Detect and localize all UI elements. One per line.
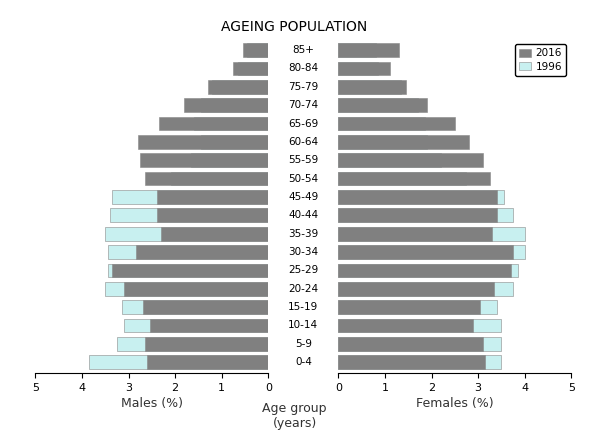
- Bar: [112, 263, 269, 277]
- Bar: [338, 190, 497, 204]
- Bar: [105, 227, 269, 240]
- Bar: [338, 208, 497, 222]
- Text: 35-39: 35-39: [288, 229, 319, 239]
- Bar: [147, 355, 269, 369]
- Bar: [161, 227, 269, 240]
- Bar: [145, 172, 269, 185]
- X-axis label: Females (%): Females (%): [416, 397, 494, 410]
- Bar: [201, 98, 269, 112]
- Bar: [338, 98, 427, 112]
- Bar: [157, 190, 269, 204]
- Bar: [338, 153, 483, 167]
- Bar: [208, 80, 269, 94]
- Bar: [112, 190, 269, 204]
- Text: 75-79: 75-79: [288, 82, 319, 92]
- Bar: [338, 135, 469, 149]
- Bar: [338, 117, 455, 130]
- Bar: [338, 43, 376, 57]
- Bar: [338, 117, 425, 130]
- Bar: [338, 172, 466, 185]
- Bar: [338, 190, 504, 204]
- Bar: [338, 319, 474, 332]
- Bar: [191, 153, 269, 167]
- Bar: [338, 319, 501, 332]
- Bar: [338, 80, 401, 94]
- Bar: [121, 300, 269, 314]
- Bar: [338, 172, 490, 185]
- Bar: [108, 263, 269, 277]
- Bar: [338, 282, 513, 296]
- X-axis label: Males (%): Males (%): [121, 397, 183, 410]
- Bar: [338, 337, 501, 351]
- Bar: [150, 319, 269, 332]
- Bar: [238, 62, 269, 76]
- Text: 15-19: 15-19: [288, 302, 319, 312]
- Bar: [338, 227, 525, 240]
- Bar: [135, 245, 269, 259]
- Bar: [159, 117, 269, 130]
- Text: 50-54: 50-54: [288, 174, 319, 184]
- Bar: [89, 355, 269, 369]
- Bar: [338, 263, 511, 277]
- Bar: [110, 208, 269, 222]
- Text: AGEING POPULATION: AGEING POPULATION: [221, 20, 368, 33]
- Text: 25-29: 25-29: [288, 266, 319, 276]
- Text: 65-69: 65-69: [288, 118, 319, 128]
- Bar: [338, 300, 497, 314]
- Text: 5-9: 5-9: [295, 339, 312, 349]
- Legend: 2016, 1996: 2016, 1996: [515, 44, 566, 76]
- Bar: [338, 282, 494, 296]
- Bar: [338, 98, 418, 112]
- Bar: [233, 62, 269, 76]
- Text: 70-74: 70-74: [288, 100, 319, 110]
- Bar: [338, 43, 399, 57]
- Bar: [338, 208, 513, 222]
- Bar: [247, 43, 269, 57]
- Bar: [243, 43, 269, 57]
- Bar: [105, 282, 269, 296]
- Bar: [338, 62, 389, 76]
- Bar: [338, 245, 525, 259]
- Bar: [140, 153, 269, 167]
- Bar: [338, 227, 492, 240]
- Bar: [338, 153, 441, 167]
- Bar: [338, 337, 483, 351]
- Bar: [338, 62, 378, 76]
- Bar: [338, 80, 406, 94]
- Text: 85+: 85+: [292, 45, 315, 55]
- Text: Age group
(years): Age group (years): [262, 401, 327, 430]
- Bar: [108, 245, 269, 259]
- Text: 55-59: 55-59: [288, 155, 319, 165]
- Text: 40-44: 40-44: [288, 210, 319, 220]
- Bar: [184, 98, 269, 112]
- Bar: [213, 80, 269, 94]
- Bar: [157, 208, 269, 222]
- Bar: [201, 135, 269, 149]
- Bar: [117, 337, 269, 351]
- Bar: [338, 135, 427, 149]
- Bar: [143, 300, 269, 314]
- Bar: [338, 263, 518, 277]
- Text: 80-84: 80-84: [288, 63, 319, 73]
- Bar: [145, 337, 269, 351]
- Bar: [194, 117, 269, 130]
- Bar: [124, 282, 269, 296]
- Bar: [124, 319, 269, 332]
- Text: 45-49: 45-49: [288, 192, 319, 202]
- Text: 0-4: 0-4: [295, 357, 312, 367]
- Bar: [338, 300, 481, 314]
- Text: 10-14: 10-14: [288, 320, 319, 331]
- Bar: [170, 172, 269, 185]
- Text: 60-64: 60-64: [288, 137, 319, 147]
- Text: 20-24: 20-24: [288, 284, 319, 294]
- Bar: [338, 355, 485, 369]
- Bar: [138, 135, 269, 149]
- Bar: [338, 245, 513, 259]
- Bar: [338, 355, 501, 369]
- Text: 30-34: 30-34: [288, 247, 319, 257]
